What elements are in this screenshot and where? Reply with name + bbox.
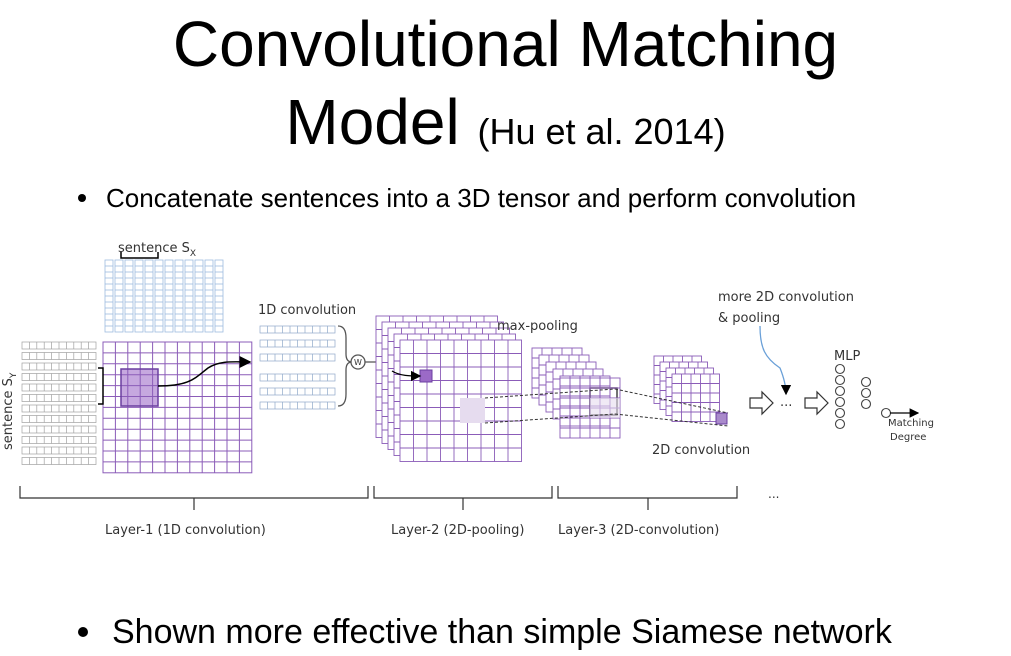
layer2-arrow (391, 370, 422, 382)
word-vector (204, 259, 214, 333)
hollow-arrow-icon (749, 390, 774, 416)
feature-row (259, 325, 336, 334)
degree-label: Degree (890, 432, 926, 443)
grid-border (671, 373, 720, 422)
projection-line (614, 413, 729, 427)
word-vector (21, 425, 97, 434)
conv-window-outline (120, 368, 159, 407)
hollow-arrow-icon (804, 390, 829, 416)
word-vector (21, 394, 97, 402)
word-vector (21, 362, 97, 371)
word-vector (21, 436, 97, 444)
feature-map (399, 339, 522, 462)
convolutional-matching-diagram: W ... more 2D convolution & pooling MLP … (1, 241, 934, 538)
mlp-node-icon (834, 363, 846, 375)
pool-region-highlight (460, 398, 485, 423)
more-2d-label: more 2D convolution (718, 290, 854, 305)
layer1-arrow (157, 355, 252, 387)
bullet-1: Concatenate sentences into a 3D tensor a… (78, 182, 856, 214)
layer2-label: Layer-2 (2D-pooling) (391, 523, 525, 538)
layer3-bracket (557, 486, 738, 510)
bottom-ellipsis: ... (768, 487, 779, 501)
sx-window-bracket (120, 252, 159, 259)
mlp-node-icon (834, 418, 846, 430)
title-model: Model (285, 86, 460, 158)
mlp-node-icon (834, 374, 846, 386)
conv1d-label: 1D convolution (258, 303, 356, 318)
layer3-cell-highlight (715, 412, 728, 425)
word-vector (184, 259, 194, 333)
layer1-bracket (19, 486, 369, 510)
word-vector (154, 259, 164, 333)
layer3-map (671, 373, 720, 422)
word-vector (21, 373, 97, 381)
projection-line (484, 388, 616, 399)
word-vector (21, 415, 97, 423)
bullet-1-text: Concatenate sentences into a 3D tensor a… (106, 183, 857, 213)
feature-row (259, 401, 336, 410)
layer1-interaction-grid (102, 341, 253, 474)
sentence-x-embedding (104, 259, 224, 333)
callout-pointer (759, 325, 792, 396)
mlp-network (834, 363, 892, 430)
word-vector (104, 259, 114, 333)
mlp-node-icon (860, 376, 872, 388)
output-node-icon (880, 407, 892, 419)
maxpool-label: max-pooling (497, 319, 578, 334)
pooling-label: & pooling (718, 311, 780, 326)
mlp-node-icon (860, 398, 872, 410)
matching-label: Matching (888, 418, 934, 429)
sentence-y-embedding (21, 341, 97, 465)
conv2d-highlight (590, 398, 620, 418)
projection-line (614, 388, 729, 414)
layer1-label: Layer-1 (1D convolution) (105, 523, 266, 538)
maxpool-feature-maps (531, 347, 621, 439)
bullet-dot-icon (78, 194, 86, 202)
word-vector (21, 341, 97, 350)
mlp-node-icon (860, 387, 872, 399)
layer2-feature-maps (375, 315, 522, 462)
word-vector (124, 259, 134, 333)
feature-row (259, 373, 336, 382)
word-vector (21, 352, 97, 360)
word-vector (21, 404, 97, 413)
weight-w-label: W (354, 358, 362, 367)
sy-window-bracket (98, 367, 104, 405)
conv2d-label: 2D convolution (652, 443, 750, 458)
layer3-label: Layer-3 (2D-convolution) (558, 523, 719, 538)
feature-row (259, 387, 336, 396)
middle-ellipsis: ... (780, 395, 792, 410)
word-vector (21, 446, 97, 455)
mlp-label: MLP (834, 349, 860, 364)
word-vector (21, 383, 97, 392)
word-vector (144, 259, 154, 333)
slide-title-line1: Convolutional Matching (172, 8, 839, 80)
mlp-node-icon (834, 396, 846, 408)
word-vector (134, 259, 144, 333)
projection-line (484, 413, 616, 424)
interaction-grid (102, 341, 253, 474)
bullet-2-text: Shown more effective than simple Siamese… (112, 613, 892, 651)
title-citation: (Hu et al. 2014) (477, 111, 726, 152)
layer3-feature-maps (653, 355, 728, 425)
mlp-node-icon (834, 385, 846, 397)
word-vector (114, 259, 124, 333)
pool-cell-highlight (419, 369, 433, 383)
mlp-node-icon (834, 407, 846, 419)
word-vector (174, 259, 184, 333)
word-vector (194, 259, 204, 333)
conv1d-feature-maps (259, 325, 336, 410)
sentence-y-label: sentence SY (1, 372, 19, 450)
feature-row (259, 339, 336, 348)
word-vector (21, 457, 97, 465)
sentence-x-label: sentence SX (118, 241, 196, 259)
layer2-bracket (373, 486, 553, 510)
word-vector (164, 259, 174, 333)
conv1d-brace (337, 325, 353, 407)
bullet-2: Shown more effective than simple Siamese… (78, 612, 892, 652)
bullet-dot-icon (78, 627, 88, 637)
slide-title-line2: Model (Hu et al. 2014) (0, 86, 1011, 168)
word-vector (214, 259, 224, 333)
feature-row (259, 353, 336, 362)
